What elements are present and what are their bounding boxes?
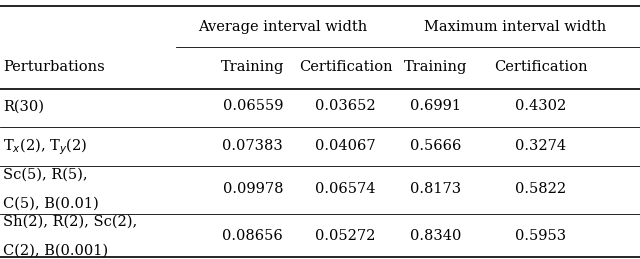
Text: Certification: Certification bbox=[299, 60, 392, 74]
Text: R(30): R(30) bbox=[3, 99, 44, 113]
Text: 0.8173: 0.8173 bbox=[410, 182, 461, 196]
Text: 0.09978: 0.09978 bbox=[223, 182, 283, 196]
Text: 0.07383: 0.07383 bbox=[223, 139, 283, 153]
Text: Average interval width: Average interval width bbox=[198, 20, 368, 34]
Text: 0.6991: 0.6991 bbox=[410, 99, 461, 113]
Text: 0.06559: 0.06559 bbox=[223, 99, 283, 113]
Text: Sc(5), R(5),: Sc(5), R(5), bbox=[3, 168, 88, 182]
Text: 0.05272: 0.05272 bbox=[316, 229, 376, 243]
Text: Training: Training bbox=[221, 60, 285, 74]
Text: 0.04067: 0.04067 bbox=[316, 139, 376, 153]
Text: 0.5822: 0.5822 bbox=[515, 182, 566, 196]
Text: Maximum interval width: Maximum interval width bbox=[424, 20, 606, 34]
Text: T$_x$(2), T$_y$(2): T$_x$(2), T$_y$(2) bbox=[3, 136, 88, 157]
Text: C(5), B(0.01): C(5), B(0.01) bbox=[3, 196, 99, 210]
Text: 0.8340: 0.8340 bbox=[410, 229, 461, 243]
Text: Perturbations: Perturbations bbox=[3, 60, 105, 74]
Text: 0.5666: 0.5666 bbox=[410, 139, 461, 153]
Text: 0.06574: 0.06574 bbox=[316, 182, 376, 196]
Text: 0.03652: 0.03652 bbox=[316, 99, 376, 113]
Text: C(2), B(0.001): C(2), B(0.001) bbox=[3, 243, 108, 257]
Text: 0.5953: 0.5953 bbox=[515, 229, 566, 243]
Text: Certification: Certification bbox=[494, 60, 588, 74]
Text: 0.3274: 0.3274 bbox=[515, 139, 566, 153]
Text: 0.4302: 0.4302 bbox=[515, 99, 566, 113]
Text: Training: Training bbox=[403, 60, 467, 74]
Text: Sh(2), R(2), Sc(2),: Sh(2), R(2), Sc(2), bbox=[3, 215, 138, 229]
Text: 0.08656: 0.08656 bbox=[223, 229, 283, 243]
